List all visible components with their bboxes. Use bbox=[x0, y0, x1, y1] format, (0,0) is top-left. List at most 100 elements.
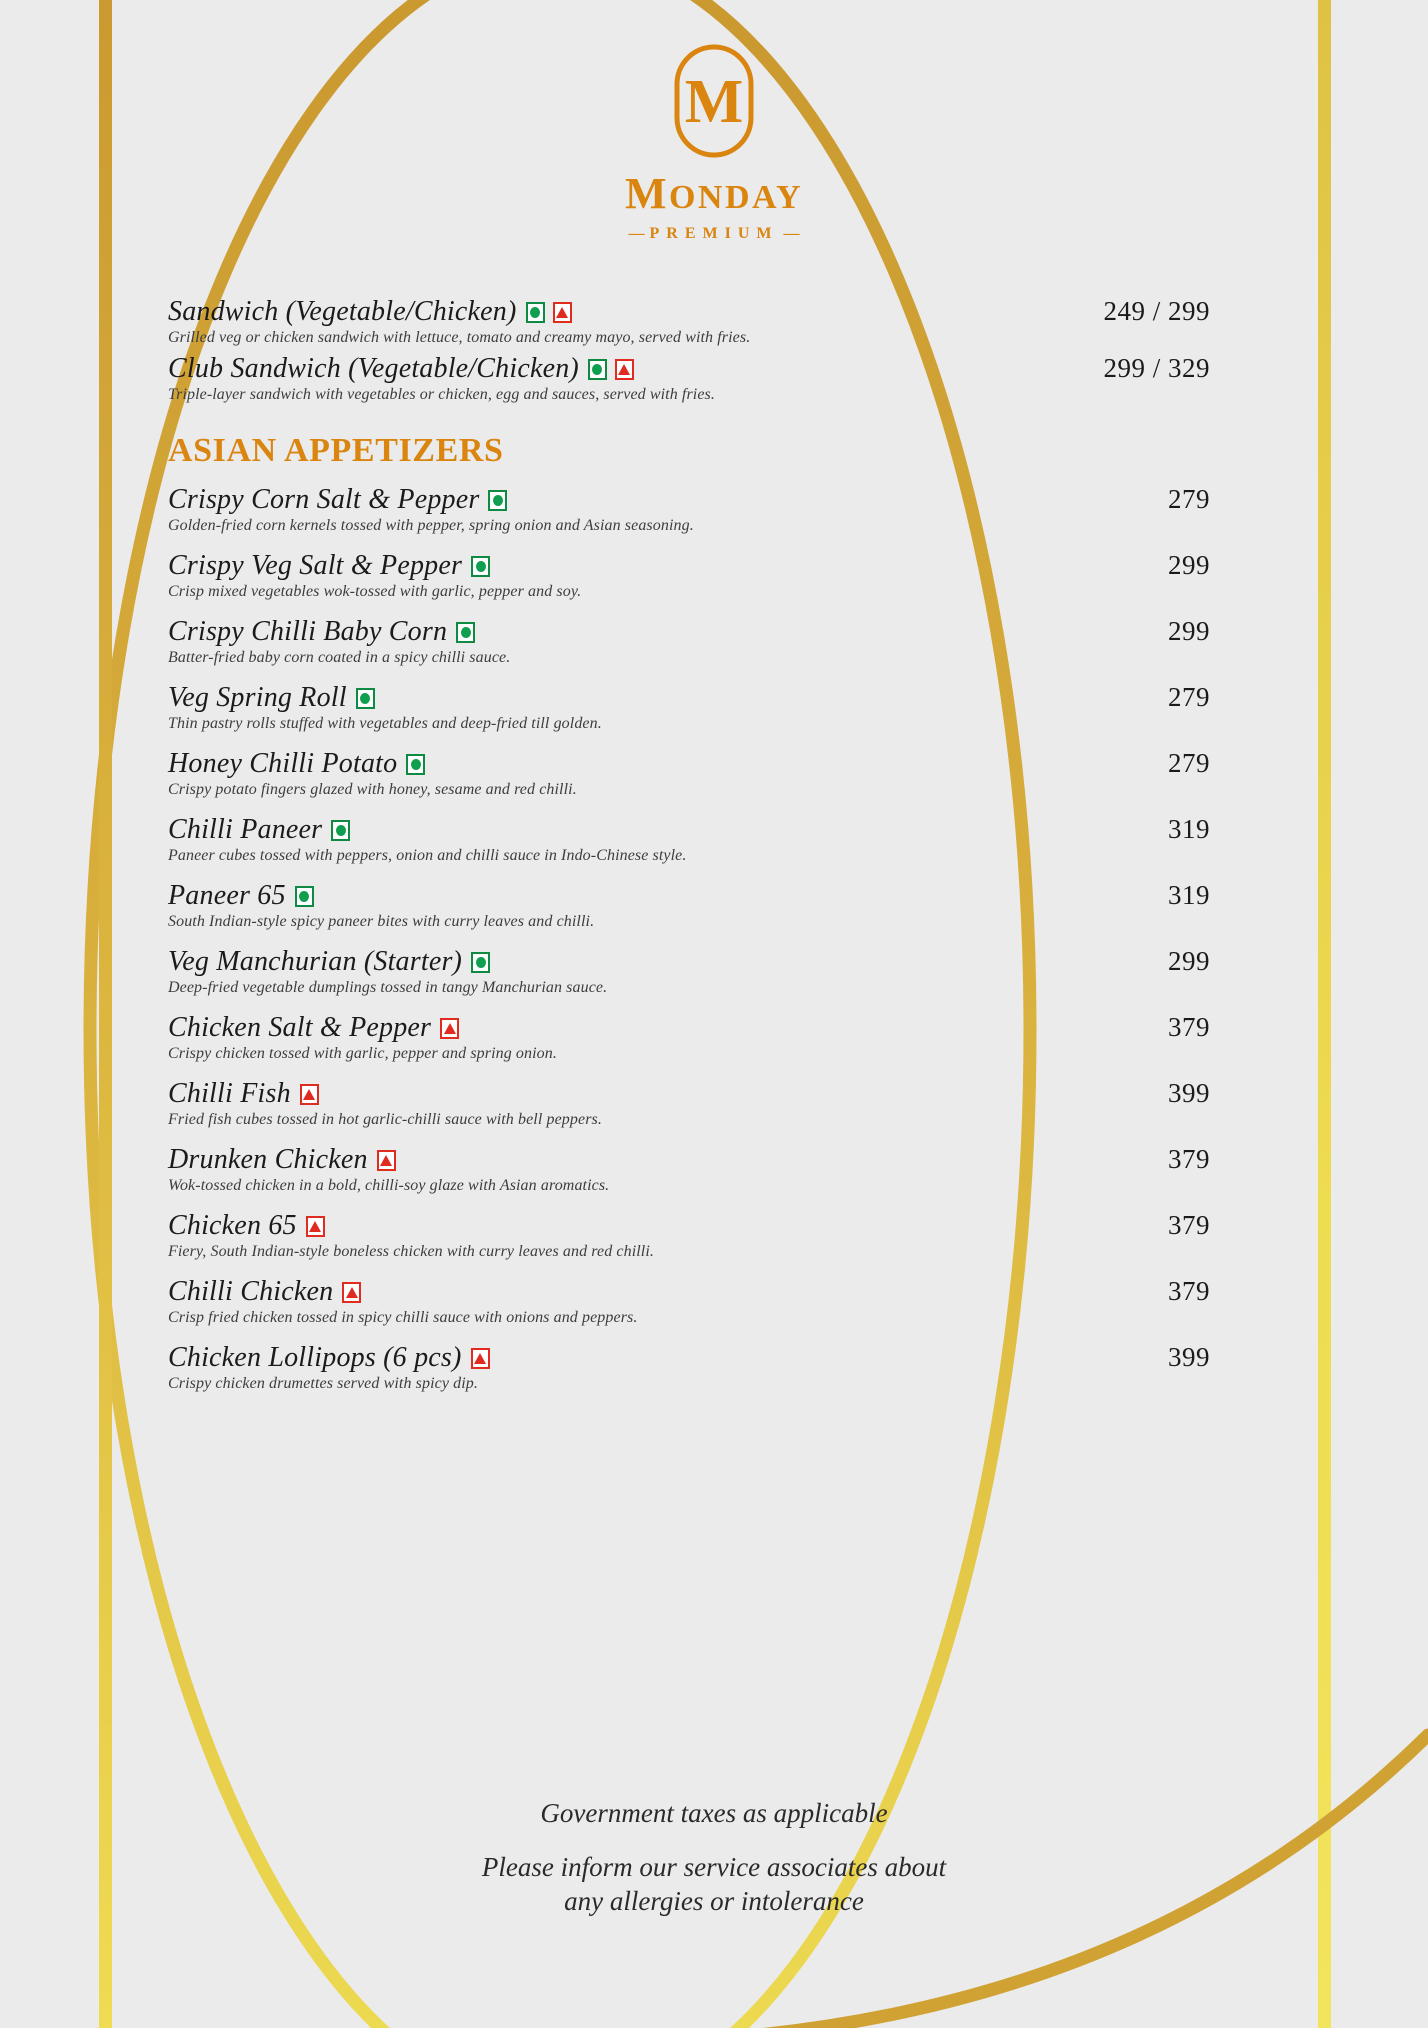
menu-item-name: Sandwich (Vegetable/Chicken) bbox=[168, 296, 517, 327]
diet-marks bbox=[440, 1017, 460, 1039]
menu-item[interactable]: Veg Spring Roll 279 Thin pastry rolls stuf… bbox=[168, 682, 1210, 733]
menu-item-name: Drunken Chicken bbox=[168, 1144, 368, 1175]
diet-marks bbox=[471, 555, 491, 577]
menu-item-name: Honey Chilli Potato bbox=[168, 748, 398, 779]
veg-icon bbox=[456, 621, 476, 643]
diet-marks bbox=[525, 301, 572, 323]
menu-item-price: 399 bbox=[1168, 1078, 1210, 1108]
menu-item[interactable]: Crispy Veg Salt & Pepper 299 Crisp mixed v… bbox=[168, 550, 1210, 601]
menu-item[interactable]: Chilli Fish 399 Fried fish cubes tossed in… bbox=[168, 1078, 1210, 1129]
menu-item-name: Chilli Chicken bbox=[168, 1276, 334, 1307]
menu-item-price: 279 bbox=[1168, 748, 1210, 778]
monday-monogram-icon: M bbox=[674, 44, 754, 158]
menu-item[interactable]: Paneer 65 319 South Indian-style spicy pan… bbox=[168, 880, 1210, 931]
veg-icon bbox=[471, 555, 491, 577]
menu-item-price: 249 / 299 bbox=[1103, 296, 1210, 326]
diet-marks bbox=[342, 1281, 362, 1303]
nonveg-icon bbox=[376, 1149, 396, 1171]
menu-item-price: 299 bbox=[1168, 616, 1210, 646]
diet-marks bbox=[331, 819, 351, 841]
footer-allergy-line-2: any allergies or intolerance bbox=[564, 1885, 864, 1916]
menu-item-description: Crisp fried chicken tossed in spicy chil… bbox=[168, 1309, 638, 1326]
menu-item-name: Crispy Veg Salt & Pepper bbox=[168, 550, 463, 581]
veg-icon bbox=[488, 489, 508, 511]
menu-item[interactable]: Chilli Paneer 319 Paneer cubes tossed with… bbox=[168, 814, 1210, 865]
tagline-dash-right: — bbox=[783, 225, 800, 242]
menu-item-description: Deep-fried vegetable dumplings tossed in… bbox=[168, 979, 608, 996]
menu-item[interactable]: Club Sandwich (Vegetable/Chicken) 299 / … bbox=[168, 353, 1210, 404]
nonveg-icon bbox=[342, 1281, 362, 1303]
nonveg-icon bbox=[440, 1017, 460, 1039]
diet-marks bbox=[471, 951, 491, 973]
footer-tax-note: Government taxes as applicable bbox=[540, 1798, 888, 1828]
diet-marks bbox=[294, 885, 314, 907]
footer-allergy-line-1: Please inform our service associates abo… bbox=[481, 1852, 947, 1882]
menu-item-name: Club Sandwich (Vegetable/Chicken) bbox=[168, 353, 579, 384]
nonveg-icon bbox=[552, 301, 572, 323]
section-title-asian-appetizers: ASIAN APPETIZERS bbox=[168, 432, 504, 469]
menu-item-price: 379 bbox=[1168, 1276, 1210, 1306]
brand-header: M MONDAY — PREMIUM — bbox=[0, 42, 1428, 243]
nonveg-icon bbox=[614, 358, 634, 380]
diet-marks bbox=[376, 1149, 396, 1171]
diet-marks bbox=[587, 358, 634, 380]
menu-item-description: Wok-tossed chicken in a bold, chilli-soy… bbox=[168, 1177, 610, 1194]
menu-item-description: Crispy chicken tossed with garlic, peppe… bbox=[168, 1045, 557, 1062]
tagline-dash-left: — bbox=[628, 225, 645, 242]
menu-item-description: Crispy potato fingers glazed with honey,… bbox=[168, 781, 577, 798]
veg-icon bbox=[406, 753, 426, 775]
diet-marks bbox=[488, 489, 508, 511]
menu-item-description: Grilled veg or chicken sandwich with let… bbox=[168, 329, 751, 346]
veg-icon bbox=[331, 819, 351, 841]
veg-icon bbox=[525, 301, 545, 323]
menu-item-name: Chicken 65 bbox=[168, 1210, 297, 1241]
menu-item-description: Fiery, South Indian-style boneless chick… bbox=[168, 1243, 654, 1260]
diet-marks bbox=[406, 753, 426, 775]
veg-icon bbox=[294, 885, 314, 907]
menu-footer: Government taxes as applicable Please in… bbox=[0, 1798, 1428, 1919]
menu-item-price: 319 bbox=[1168, 814, 1210, 844]
menu-item[interactable]: Crispy Chilli Baby Corn 299 Batter-fried b… bbox=[168, 616, 1210, 667]
menu-item-description: Fried fish cubes tossed in hot garlic-ch… bbox=[168, 1111, 602, 1128]
menu-item[interactable]: Crispy Corn Salt & Pepper 279 Golden-fried… bbox=[168, 484, 1210, 535]
menu-item-name: Crispy Corn Salt & Pepper bbox=[168, 484, 480, 515]
gold-vertical-line-right bbox=[1318, 0, 1331, 2028]
menu-item-name: Chicken Lollipops (6 pcs) bbox=[168, 1342, 462, 1373]
menu-content: Sandwich (Vegetable/Chicken) 249 / 299 G… bbox=[168, 296, 1210, 1393]
menu-item[interactable]: Sandwich (Vegetable/Chicken) 249 / 299 G… bbox=[168, 296, 1210, 347]
menu-item-name: Paneer 65 bbox=[168, 880, 286, 911]
diet-marks bbox=[305, 1215, 325, 1237]
menu-item[interactable]: Veg Manchurian (Starter) 299 Deep-fried ve… bbox=[168, 946, 1210, 997]
menu-item-description: Crispy chicken drumettes served with spi… bbox=[168, 1375, 478, 1392]
nonveg-icon bbox=[299, 1083, 319, 1105]
menu-item-name: Veg Manchurian (Starter) bbox=[168, 946, 463, 977]
diet-marks bbox=[299, 1083, 319, 1105]
tagline-text: PREMIUM bbox=[649, 225, 779, 242]
menu-item-name: Chicken Salt & Pepper bbox=[168, 1012, 432, 1043]
menu-item-price: 379 bbox=[1168, 1012, 1210, 1042]
menu-item-price: 279 bbox=[1168, 682, 1210, 712]
brand-name: MONDAY bbox=[0, 172, 1428, 216]
top-items-group: Sandwich (Vegetable/Chicken) 249 / 299 G… bbox=[168, 296, 1210, 404]
gold-vertical-line-left bbox=[99, 0, 112, 2028]
menu-item-name: Chilli Fish bbox=[168, 1078, 291, 1109]
brand-name-first: M bbox=[624, 169, 669, 218]
menu-item-description: South Indian-style spicy paneer bites wi… bbox=[168, 913, 595, 930]
menu-item-description: Batter-fried baby corn coated in a spicy… bbox=[168, 649, 511, 666]
menu-item[interactable]: Chicken 65 379 Fiery, South Indian-style b… bbox=[168, 1210, 1210, 1261]
menu-item-name: Chilli Paneer bbox=[168, 814, 323, 845]
menu-item-description: Golden-fried corn kernels tossed with pe… bbox=[168, 517, 694, 534]
menu-item[interactable]: Chilli Chicken 379 Crisp fried chicken tos… bbox=[168, 1276, 1210, 1327]
menu-item[interactable]: Drunken Chicken 379 Wok-tossed chicken in … bbox=[168, 1144, 1210, 1195]
menu-item-price: 379 bbox=[1168, 1144, 1210, 1174]
menu-item-price: 299 bbox=[1168, 550, 1210, 580]
section-items-list: Crispy Corn Salt & Pepper 279 Golden-fried… bbox=[168, 484, 1210, 1393]
footer-allergy-note: Please inform our service associates abo… bbox=[0, 1851, 1428, 1919]
menu-item[interactable]: Honey Chilli Potato 279 Crispy potato fing… bbox=[168, 748, 1210, 799]
menu-item-price: 379 bbox=[1168, 1210, 1210, 1240]
nonveg-icon bbox=[305, 1215, 325, 1237]
menu-item-description: Thin pastry rolls stuffed with vegetable… bbox=[168, 715, 602, 732]
menu-item[interactable]: Chicken Lollipops (6 pcs) 399 Crispy chick… bbox=[168, 1342, 1210, 1393]
menu-item[interactable]: Chicken Salt & Pepper 379 Crispy chicken t… bbox=[168, 1012, 1210, 1063]
brand-tagline: — PREMIUM — bbox=[0, 225, 1428, 243]
